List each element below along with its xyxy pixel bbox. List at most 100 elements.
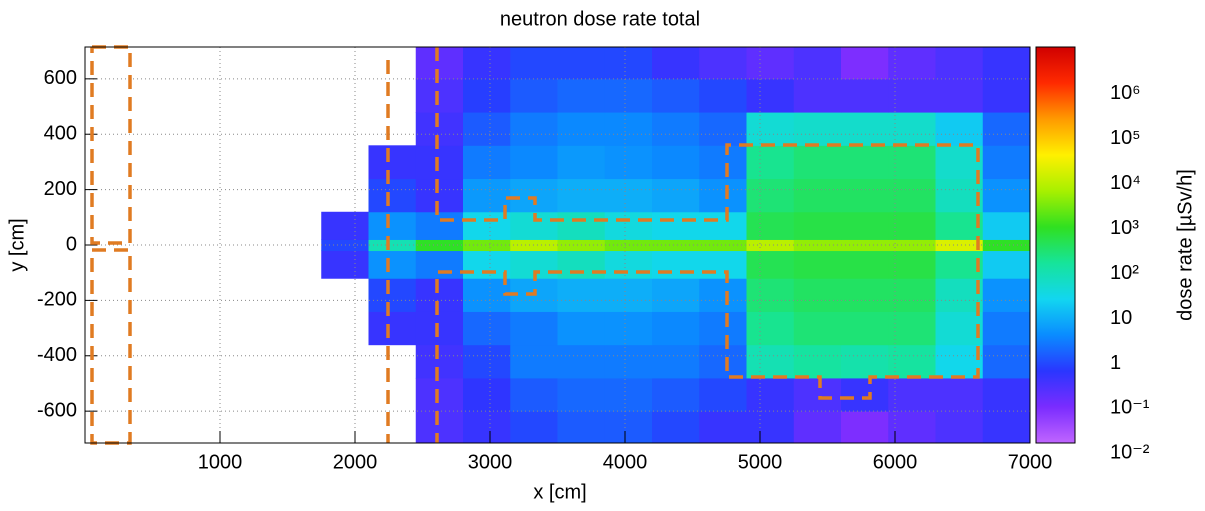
heatmap-cell: [415, 278, 464, 312]
heatmap-cell: [463, 112, 511, 146]
y-tick-label: 0: [66, 233, 77, 255]
heatmap-cell: [652, 145, 700, 180]
heatmap-cell: [841, 239, 889, 252]
region-outline: [90, 45, 132, 245]
y-tick-label: -600: [37, 399, 77, 421]
heatmap-cell: [652, 178, 700, 213]
heatmap-cell: [415, 344, 464, 379]
chart-title: neutron dose rate total: [500, 8, 700, 30]
heatmap-cell: [841, 211, 889, 240]
heatmap-cell: [463, 377, 511, 412]
heatmap-cell: [699, 178, 747, 213]
region-outline: [90, 248, 132, 445]
heatmap-cell: [415, 239, 464, 252]
colorbar: [1035, 46, 1076, 444]
heatmap-cell: [604, 377, 653, 412]
heatmap-cell: [841, 311, 889, 346]
heatmap-cell: [604, 78, 653, 113]
heatmap-cell: [793, 311, 842, 346]
heatmap-cell: [841, 278, 889, 312]
y-tick-label: 600: [44, 67, 77, 89]
heatmap-cell: [699, 250, 747, 279]
heatmap-cell: [699, 377, 747, 412]
heatmap-cell: [415, 112, 464, 146]
heatmap-cell: [888, 47, 936, 80]
heatmap-cell: [463, 250, 511, 279]
heatmap-cell: [557, 145, 606, 180]
y-tick-label: -400: [37, 344, 77, 366]
heatmap-cell: [935, 411, 984, 444]
heatmap-cell: [935, 112, 984, 146]
heatmap-cell: [510, 78, 558, 113]
heatmap-cell: [604, 239, 653, 252]
heatmap-cell: [793, 411, 842, 444]
heatmap-cell: [888, 250, 936, 279]
colorbar-tick-label: 10⁵: [1110, 127, 1141, 149]
colorbar-tick-label: 10⁻²: [1110, 442, 1150, 464]
heatmap-cell: [888, 145, 936, 180]
heatmap-cell: [510, 311, 558, 346]
x-tick-label: 5000: [738, 451, 783, 473]
heatmap-cell: [699, 78, 747, 113]
heatmap-cell: [935, 344, 984, 379]
axes: 1000 2000 3000 4000 5000 6000 7000-600-400-200…: [37, 47, 1150, 473]
heatmap-cell: [604, 344, 653, 379]
heatmap-cell: [652, 278, 700, 312]
heatmap-cell: [415, 377, 464, 412]
heatmap-cell: [841, 344, 889, 379]
heatmap-cell: [368, 211, 417, 240]
heatmap-cell: [699, 311, 747, 346]
heatmap-cell: [652, 211, 700, 240]
heatmap-cell: [699, 278, 747, 312]
heatmap-cell: [652, 47, 700, 80]
heatmap-cell: [510, 145, 558, 180]
heatmap-cell: [793, 211, 842, 240]
heatmap-cell: [463, 311, 511, 346]
heatmap-cell: [652, 78, 700, 113]
heatmap-cell: [463, 47, 511, 80]
heatmap-cell: [368, 311, 417, 346]
heatmap-cell: [982, 250, 1031, 279]
heatmap-cell: [510, 112, 558, 146]
heatmap-cell: [888, 112, 936, 146]
heatmap-cell: [604, 278, 653, 312]
heatmap-cell: [746, 178, 795, 213]
heatmap-cell: [510, 411, 558, 444]
y-tick-label: 400: [44, 123, 77, 145]
region-outline: [435, 47, 980, 443]
heatmap-cell: [415, 145, 464, 180]
heatmap-cell: [982, 239, 1031, 252]
heatmap-cell: [935, 250, 984, 279]
heatmap-cell: [935, 377, 984, 412]
heatmap-cell: [982, 411, 1031, 444]
heatmap-cell: [746, 344, 795, 379]
heatmap-cell: [604, 145, 653, 180]
y-axis-label: y [cm]: [6, 218, 28, 271]
heatmap-cell: [415, 47, 464, 80]
heatmap-cell: [699, 112, 747, 146]
heatmap-cell: [368, 178, 417, 213]
heatmap-cell: [415, 250, 464, 279]
heatmap-cell: [321, 211, 369, 240]
heatmap-cell: [935, 211, 984, 240]
heatmap-cell: [557, 47, 606, 80]
heatmap-cell: [888, 178, 936, 213]
colorbar-tick-label: 1: [1110, 352, 1121, 374]
heatmap-cell: [604, 211, 653, 240]
heatmap-cell: [746, 145, 795, 180]
heatmap-cell: [935, 278, 984, 312]
heatmap-cell: [841, 411, 889, 444]
heatmap-cell: [652, 250, 700, 279]
heatmap-cell: [368, 278, 417, 312]
x-tick-label: 3000: [468, 451, 513, 473]
heatmap-cell: [557, 278, 606, 312]
heatmap-cell: [841, 178, 889, 213]
heatmap-cell: [699, 344, 747, 379]
heatmap-cell: [935, 311, 984, 346]
heatmap-cell: [652, 311, 700, 346]
heatmap-cell: [841, 145, 889, 180]
heatmap-cell: [415, 411, 464, 444]
heatmap-cell: [746, 78, 795, 113]
heatmap-cell: [888, 211, 936, 240]
